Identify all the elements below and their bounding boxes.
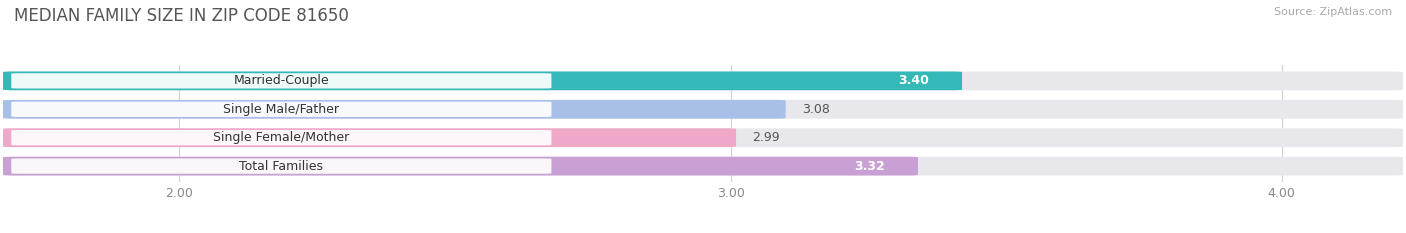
FancyBboxPatch shape <box>3 72 1403 90</box>
Text: 3.40: 3.40 <box>898 74 929 87</box>
Text: Married-Couple: Married-Couple <box>233 74 329 87</box>
FancyBboxPatch shape <box>3 128 1403 147</box>
Text: MEDIAN FAMILY SIZE IN ZIP CODE 81650: MEDIAN FAMILY SIZE IN ZIP CODE 81650 <box>14 7 349 25</box>
FancyBboxPatch shape <box>11 158 551 174</box>
FancyBboxPatch shape <box>11 130 551 145</box>
FancyBboxPatch shape <box>3 100 1403 119</box>
FancyBboxPatch shape <box>3 157 1403 175</box>
FancyBboxPatch shape <box>11 73 551 89</box>
Text: Source: ZipAtlas.com: Source: ZipAtlas.com <box>1274 7 1392 17</box>
Text: 3.08: 3.08 <box>803 103 830 116</box>
FancyBboxPatch shape <box>3 72 962 90</box>
Text: Total Families: Total Families <box>239 160 323 173</box>
FancyBboxPatch shape <box>3 100 786 119</box>
FancyBboxPatch shape <box>3 157 918 175</box>
FancyBboxPatch shape <box>11 102 551 117</box>
Text: 3.32: 3.32 <box>853 160 884 173</box>
Text: 2.99: 2.99 <box>752 131 780 144</box>
FancyBboxPatch shape <box>3 128 737 147</box>
Text: Single Female/Mother: Single Female/Mother <box>214 131 350 144</box>
Text: Single Male/Father: Single Male/Father <box>224 103 339 116</box>
